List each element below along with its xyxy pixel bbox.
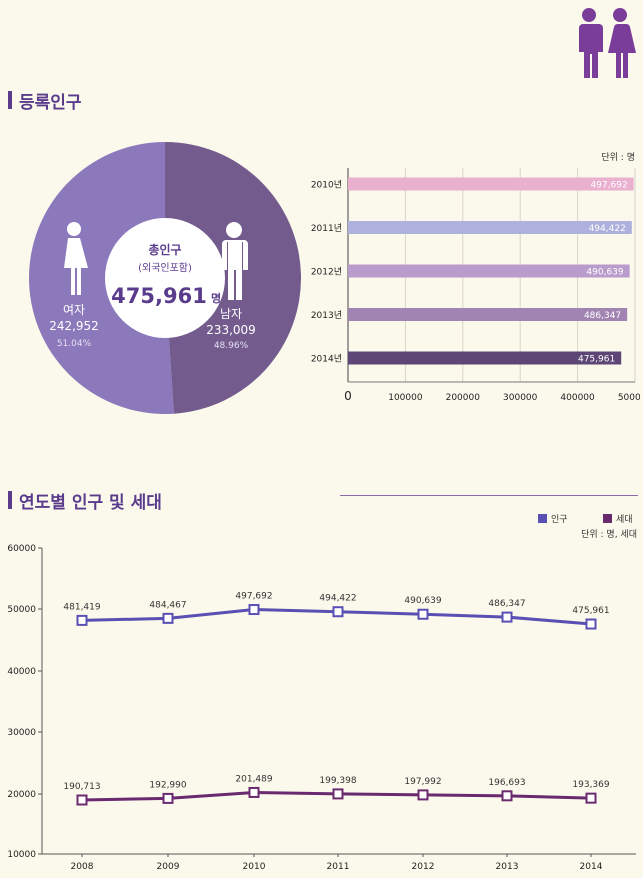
y-tick-label: 20000 (7, 790, 36, 800)
x-tick-label: 2011 (327, 862, 350, 872)
household-point (162, 792, 174, 804)
female-icon (64, 222, 88, 295)
household-data-label: 199,398 (319, 776, 356, 786)
bar-1 (348, 221, 632, 234)
total-value: 475,961 (111, 284, 207, 308)
section-divider (340, 495, 638, 496)
population-data-label: 497,692 (235, 592, 272, 602)
total-unit: 명 (211, 291, 221, 305)
male-label: 남자 (220, 307, 242, 321)
household-point (585, 792, 597, 804)
gender-donut-chart: 총인구 (외국인포함) 475,961 명 여자 242,952 51.04% … (28, 142, 301, 415)
population-data-label: 475,961 (572, 606, 609, 616)
legend-population-label: 인구 (551, 514, 568, 525)
male-value: 233,009 (206, 323, 256, 337)
bar-category-label: 2012년 (311, 267, 342, 278)
bar-category-label: 2011년 (311, 223, 342, 234)
bar-value-label: 497,692 (590, 181, 627, 191)
bar-category-label: 2013년 (311, 310, 342, 321)
total-label: 총인구 (148, 242, 181, 257)
household-point (417, 789, 429, 801)
yearly-population-household-chart: 인구 세대 단위 : 명, 세대 60000 50000 40000 30000 200… (7, 514, 637, 872)
population-data-label: 481,419 (63, 602, 100, 612)
bar-value-label: 494,422 (589, 224, 626, 234)
legend-population-swatch (538, 514, 547, 523)
legend-household-swatch (603, 514, 612, 523)
chart-legend: 인구 세대 (538, 514, 633, 525)
bar-4 (348, 351, 622, 365)
male-icon (222, 222, 248, 300)
bar-category-label: 2010년 (311, 180, 342, 191)
bar-tick-label: 200000 (446, 393, 481, 403)
line-unit-label: 단위 : 명, 세대 (581, 529, 637, 540)
x-tick-label: 2010 (243, 862, 266, 872)
female-slice (28, 142, 174, 415)
bar-value-label: 475,961 (578, 355, 615, 365)
bar-value-label: 490,639 (586, 268, 623, 278)
x-tick-label: 2013 (496, 862, 519, 872)
population-data-label: 494,422 (319, 594, 356, 604)
household-point (332, 788, 344, 800)
household-point (501, 790, 513, 802)
bar-category-label: 2014년 (311, 354, 342, 365)
population-point (248, 604, 260, 616)
registered-title: 등록인구 (19, 92, 82, 113)
household-data-label: 193,369 (572, 780, 609, 790)
people-icon (579, 8, 636, 78)
yearly-population-bar-chart: 단위 : 명 497,692 494,422 490,639 486,347 475,9… (311, 152, 640, 403)
male-percent: 48.96% (214, 341, 249, 351)
household-point (76, 794, 88, 806)
household-data-label: 196,693 (488, 778, 525, 788)
population-point (332, 606, 344, 618)
population-data-label: 486,347 (488, 599, 525, 609)
population-point (501, 611, 513, 623)
total-sub: (외국인포함) (138, 262, 192, 274)
bar-0 (348, 177, 634, 191)
y-tick-label: 40000 (7, 667, 36, 677)
household-data-label: 201,489 (235, 774, 272, 784)
title-marker (8, 91, 12, 109)
legend-household-label: 세대 (616, 514, 633, 525)
population-data-label: 490,639 (404, 596, 441, 606)
bar-tick-label: 100000 (388, 393, 423, 403)
female-label: 여자 (63, 303, 85, 317)
bar-tick-label: 500000 (618, 393, 640, 403)
section-title-yearly: 연도별 인구 및 세대 (8, 489, 162, 513)
population-point (162, 612, 174, 624)
bar-3 (348, 308, 628, 321)
female-percent: 51.04% (57, 339, 92, 349)
bar-value-label: 486,347 (584, 311, 621, 321)
x-tick-label: 2014 (580, 862, 603, 872)
female-value: 242,952 (49, 319, 99, 333)
bar-2 (348, 264, 630, 278)
household-data-label: 197,992 (404, 777, 441, 787)
y-tick-label: 60000 (7, 544, 36, 554)
bar-tick-label: 400000 (560, 393, 595, 403)
x-tick-label: 2009 (157, 862, 180, 872)
x-tick-label: 2012 (412, 862, 435, 872)
y-tick-label: 10000 (7, 850, 36, 860)
y-tick-label: 30000 (7, 728, 36, 738)
bar-tick-label: 300000 (503, 393, 538, 403)
bar-tick-label: 0 (344, 389, 352, 403)
household-data-label: 190,713 (63, 782, 100, 792)
population-data-label: 484,467 (149, 600, 186, 610)
population-point (585, 618, 597, 630)
household-data-label: 192,990 (149, 780, 186, 790)
x-tick-label: 2008 (71, 862, 94, 872)
donut-center (105, 218, 225, 338)
population-point (417, 608, 429, 620)
population-point (76, 614, 88, 626)
title-marker (8, 491, 12, 509)
household-point (248, 786, 260, 798)
y-tick-label: 50000 (7, 605, 36, 615)
section-title-registered: 등록인구 (8, 89, 82, 113)
yearly-title: 연도별 인구 및 세대 (19, 492, 162, 513)
bar-unit-label: 단위 : 명 (601, 152, 635, 163)
